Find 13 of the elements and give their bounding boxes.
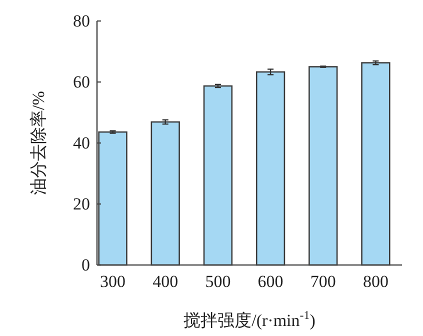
x-tick-label: 400 [152, 272, 178, 291]
x-tick-label: 300 [100, 272, 126, 291]
x-tick-label: 500 [205, 272, 231, 291]
y-axis-title: 油分去除率/% [29, 91, 48, 195]
y-tick-label: 80 [73, 12, 90, 30]
x-tick-label: 600 [258, 272, 284, 291]
y-tick-label: 20 [73, 194, 90, 214]
x-tick-label: 800 [362, 272, 388, 291]
y-tick-label: 0 [82, 256, 90, 274]
y-tick-label: 60 [73, 72, 90, 92]
y-tick-label: 40 [73, 134, 90, 152]
x-tick-label: 700 [310, 272, 336, 291]
x-axis-title: 搅拌强度/(r·min$^{-1}$) [184, 308, 316, 330]
